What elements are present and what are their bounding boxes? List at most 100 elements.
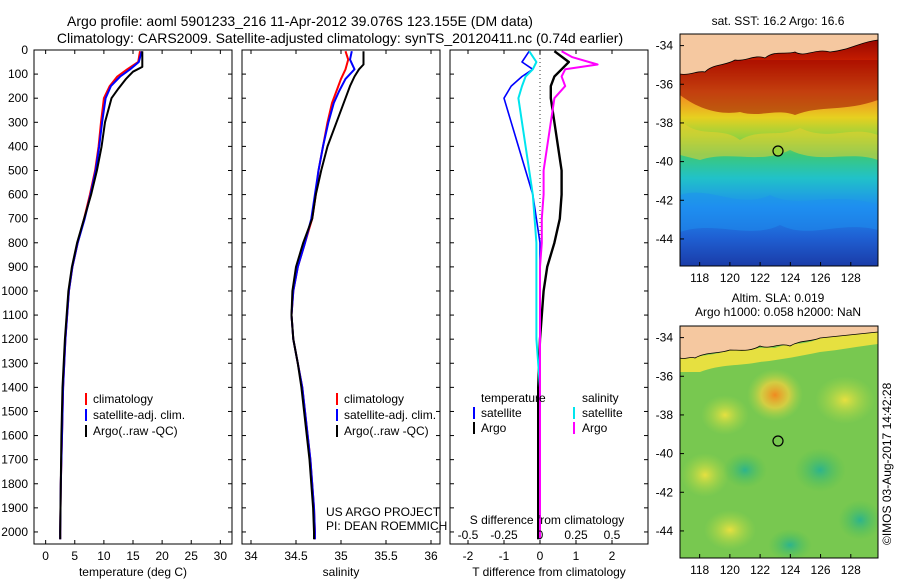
- sla-coastal-band: [680, 332, 878, 372]
- depth-tick-label: 1300: [1, 356, 28, 370]
- sst-front: [680, 120, 878, 160]
- sst-argo-marker: [772, 145, 784, 157]
- temperature-panel: [33, 49, 233, 545]
- sla-warm-eddy: [747, 369, 803, 421]
- sla-map-title-line1: Altim. SLA: 0.019: [732, 291, 825, 305]
- s-tick-label: 0.5: [604, 528, 621, 542]
- lat-tick-label: -42: [656, 193, 674, 207]
- s-tick-label: 0: [537, 528, 544, 542]
- lon-tick-label: 128: [841, 563, 861, 577]
- sla-eddy: [704, 510, 756, 550]
- lat-tick-label: -38: [656, 408, 674, 422]
- depth-tick-label: 1100: [2, 308, 28, 322]
- lat-tick-label: -36: [656, 369, 674, 383]
- legend-salinity-title: salinity: [582, 391, 619, 405]
- x-tick-label: 15: [126, 549, 140, 563]
- lon-tick-label: 120: [720, 271, 740, 285]
- sla-cold-eddy: [723, 452, 767, 488]
- depth-tick-label: 1800: [1, 477, 28, 491]
- lat-tick-label: -40: [656, 155, 674, 169]
- depth-axis: 0 100 200 300 400 500 600 700 800 900 1000 1100 1200…: [1, 43, 648, 539]
- legend-s-argo: Argo: [582, 421, 608, 435]
- lon-tick-label: 128: [841, 271, 861, 285]
- figure-title-line2: Climatology: CARS2009. Satellite-adjuste…: [57, 30, 623, 46]
- sst-land: [680, 34, 878, 75]
- sla-map-axes: 118 120 122 124 126 128 -34 -36 -38 -40 -42 -44: [656, 331, 861, 577]
- depth-tick-label: 1700: [1, 453, 28, 467]
- sst-map-axes: 118 120 122 124 126 128 -34 -36 -38 -40 -42 -44: [656, 39, 861, 285]
- x-tick-label: 34.5: [284, 549, 308, 563]
- sla-eddy: [815, 376, 875, 424]
- sla-argo-marker: [772, 435, 784, 447]
- depth-tick-label: 500: [8, 163, 28, 177]
- sla-eddy: [681, 453, 729, 497]
- s-tick-label: -0.5: [458, 528, 479, 542]
- legend-t-argo: Argo: [481, 421, 507, 435]
- x-tick-label: 10: [97, 549, 111, 563]
- x-tick-label: 36: [424, 549, 438, 563]
- lon-tick-label: 126: [811, 563, 831, 577]
- difference-s-axis: -0.5 -0.25 0 0.25 0.5: [458, 528, 621, 542]
- legend-climatology: climatology: [93, 392, 153, 406]
- depth-tick-label: 1000: [1, 284, 28, 298]
- lat-tick-label: -36: [656, 77, 674, 91]
- depth-tick-label: 0: [21, 43, 28, 57]
- sla-land: [680, 326, 878, 359]
- difference-panel: [449, 49, 649, 545]
- lon-tick-label: 118: [690, 271, 709, 285]
- sla-cold-eddy: [838, 500, 878, 540]
- lat-tick-label: -34: [656, 331, 674, 345]
- sst-cool-band: [680, 192, 878, 232]
- x-tick-label: 2: [609, 549, 616, 563]
- lon-tick-label: 124: [780, 563, 800, 577]
- sst-map-title: sat. SST: 16.2 Argo: 16.6: [712, 14, 845, 28]
- depth-tick-label: 1900: [1, 501, 28, 515]
- depth-tick-label: 800: [8, 236, 28, 250]
- sla-eddy: [701, 395, 749, 435]
- depth-tick-label: 200: [8, 91, 28, 105]
- lon-tick-label: 126: [811, 271, 831, 285]
- x-tick-label: -1: [499, 549, 510, 563]
- lat-tick-label: -38: [656, 116, 674, 130]
- salinity-panel: [241, 49, 441, 545]
- depth-tick-label: 700: [8, 212, 28, 226]
- depth-tick-label: 1500: [1, 404, 28, 418]
- lon-tick-label: 122: [750, 271, 770, 285]
- x-tick-label: 35.5: [374, 549, 398, 563]
- difference-legend: temperature salinity satellite Argo sate…: [473, 391, 623, 435]
- x-tick-label: 5: [71, 549, 78, 563]
- x-tick-label: 30: [214, 549, 228, 563]
- legend-s-satellite: satellite: [582, 406, 623, 420]
- sst-map: [680, 34, 878, 266]
- sla-map-frame: [679, 325, 879, 559]
- salinity-legend: climatology satellite-adj. clim. Argo(..…: [336, 392, 436, 438]
- sla-map: [680, 326, 878, 558]
- depth-tick-label: 600: [8, 188, 28, 202]
- lon-tick-label: 118: [690, 563, 709, 577]
- salinity-x-axis: 34 34.5 35 35.5 36: [244, 50, 438, 563]
- legend-t-satellite: satellite: [481, 406, 522, 420]
- lon-tick-label: 120: [720, 563, 740, 577]
- lat-tick-label: -42: [656, 485, 674, 499]
- profile-line-argo-raw-qc-: [59, 51, 144, 540]
- sst-warm-band: [680, 60, 878, 115]
- lon-tick-label: 122: [750, 563, 770, 577]
- profile-line-temperature-argo: [537, 50, 570, 540]
- sla-cold-eddy: [794, 448, 846, 492]
- legend-climatology: climatology: [344, 392, 404, 406]
- profile-line-salinity-argo: [539, 50, 599, 540]
- x-tick-label: 0: [42, 549, 49, 563]
- depth-tick-label: 1200: [1, 332, 28, 346]
- x-tick-label: 35: [334, 549, 348, 563]
- depth-tick-label: 2000: [1, 525, 28, 539]
- depth-tick-label: 1600: [1, 429, 28, 443]
- temperature-profiles: [59, 50, 144, 540]
- salinity-profiles: [290, 50, 365, 540]
- depth-tick-label: 900: [8, 260, 28, 274]
- credit-project: US ARGO PROJECT: [326, 505, 441, 519]
- lat-tick-label: -44: [656, 524, 674, 538]
- depth-tick-label: 300: [8, 115, 28, 129]
- lat-tick-label: -44: [656, 232, 674, 246]
- depth-tick-label: 400: [8, 139, 28, 153]
- s-tick-label: -0.25: [490, 528, 518, 542]
